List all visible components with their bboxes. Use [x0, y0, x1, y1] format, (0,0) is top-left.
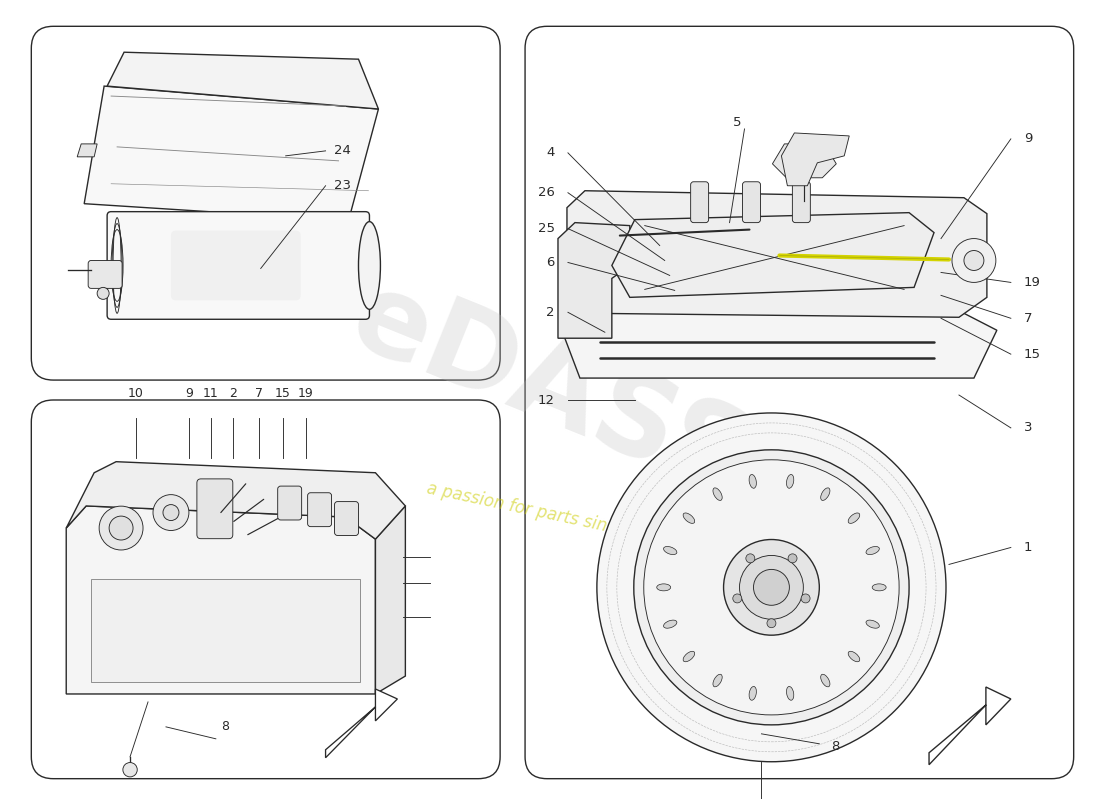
Ellipse shape [821, 488, 829, 501]
Polygon shape [563, 310, 997, 378]
Polygon shape [558, 222, 630, 338]
Circle shape [109, 516, 133, 540]
Text: 15: 15 [1024, 348, 1041, 361]
Circle shape [767, 618, 775, 628]
Polygon shape [85, 86, 378, 221]
Circle shape [163, 505, 179, 521]
Ellipse shape [683, 651, 695, 662]
Text: 11: 11 [204, 387, 219, 400]
Text: 8: 8 [221, 720, 229, 733]
Circle shape [746, 554, 755, 563]
Circle shape [634, 450, 909, 725]
FancyBboxPatch shape [792, 182, 811, 222]
Text: 9: 9 [1024, 133, 1032, 146]
FancyBboxPatch shape [742, 182, 760, 222]
Polygon shape [566, 190, 987, 318]
Text: 2: 2 [229, 387, 236, 400]
Text: 24: 24 [333, 144, 351, 158]
Ellipse shape [749, 686, 757, 700]
Circle shape [952, 238, 996, 282]
Polygon shape [107, 52, 378, 109]
Circle shape [754, 570, 790, 606]
Ellipse shape [848, 651, 860, 662]
Ellipse shape [866, 620, 879, 628]
Text: 3: 3 [1024, 422, 1032, 434]
Circle shape [724, 539, 820, 635]
FancyBboxPatch shape [334, 502, 359, 535]
Text: 1: 1 [1024, 541, 1032, 554]
Circle shape [597, 413, 946, 762]
Text: 25: 25 [538, 222, 556, 235]
Polygon shape [326, 689, 397, 758]
Circle shape [97, 287, 109, 299]
Text: 5: 5 [734, 117, 741, 130]
Ellipse shape [359, 222, 381, 310]
FancyBboxPatch shape [170, 230, 300, 300]
Ellipse shape [749, 474, 757, 488]
Ellipse shape [848, 513, 860, 523]
Polygon shape [781, 133, 849, 186]
Ellipse shape [872, 584, 887, 591]
Text: 6: 6 [547, 256, 556, 269]
Polygon shape [930, 687, 1011, 765]
Ellipse shape [821, 674, 829, 687]
Text: 7: 7 [255, 387, 263, 400]
Ellipse shape [663, 620, 676, 628]
Polygon shape [66, 506, 375, 694]
Text: a passion for parts since 1985: a passion for parts since 1985 [426, 480, 674, 550]
Circle shape [801, 594, 810, 603]
Circle shape [964, 250, 983, 270]
Polygon shape [375, 506, 406, 694]
Ellipse shape [866, 546, 879, 554]
Text: 19: 19 [298, 387, 314, 400]
Text: eDASS: eDASS [336, 260, 764, 520]
Ellipse shape [713, 488, 723, 501]
FancyBboxPatch shape [107, 212, 370, 319]
FancyBboxPatch shape [88, 261, 122, 288]
Text: 9: 9 [185, 387, 192, 400]
Ellipse shape [663, 546, 676, 554]
Circle shape [153, 494, 189, 530]
Text: 4: 4 [547, 146, 556, 159]
Circle shape [644, 460, 899, 715]
Ellipse shape [713, 674, 723, 687]
Text: 23: 23 [333, 179, 351, 192]
FancyBboxPatch shape [277, 486, 301, 520]
Text: 10: 10 [128, 387, 144, 400]
Text: 2: 2 [547, 306, 556, 319]
FancyBboxPatch shape [197, 479, 233, 538]
Text: 7: 7 [1024, 312, 1032, 325]
Polygon shape [66, 462, 406, 539]
Polygon shape [77, 144, 97, 157]
Text: 15: 15 [275, 387, 290, 400]
Ellipse shape [786, 474, 794, 488]
Text: 26: 26 [538, 186, 556, 199]
Ellipse shape [786, 686, 794, 700]
Polygon shape [772, 144, 836, 178]
Circle shape [99, 506, 143, 550]
Polygon shape [612, 213, 934, 298]
Circle shape [788, 554, 798, 563]
Ellipse shape [683, 513, 695, 523]
Ellipse shape [657, 584, 671, 591]
Text: 12: 12 [538, 394, 556, 406]
Polygon shape [91, 579, 361, 682]
FancyBboxPatch shape [308, 493, 331, 526]
Text: 19: 19 [1024, 276, 1041, 289]
Text: 8: 8 [832, 740, 839, 754]
Circle shape [733, 594, 741, 603]
Circle shape [739, 555, 803, 619]
FancyBboxPatch shape [691, 182, 708, 222]
Circle shape [123, 762, 138, 777]
